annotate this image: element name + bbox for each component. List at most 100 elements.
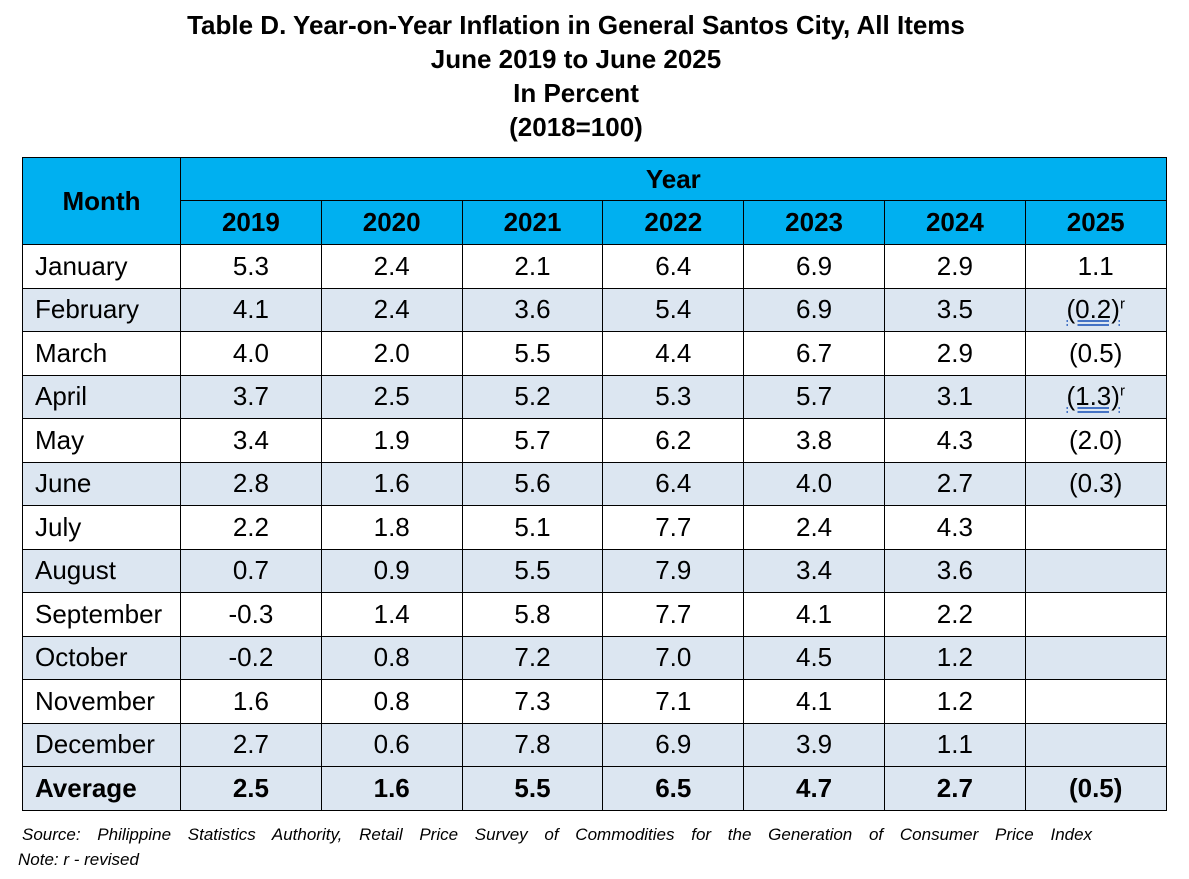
revised-marker: r [1119,382,1125,400]
value-cell: 4.3 [883,505,1026,550]
value-cell: 5.6 [461,461,604,506]
value-cell: 1.2 [883,635,1026,680]
table-title: Table D. Year-on-Year Inflation in Gener… [0,8,1152,144]
value-cell: 7.1 [602,679,745,724]
year-header: Year [180,156,1167,202]
table-row: August 0.7 0.9 5.5 7.9 3.4 3.6 [22,548,1167,593]
value-cell: 1.1 [883,722,1026,767]
year-header-2022: 2022 [602,200,745,245]
value-cell [1024,548,1167,593]
value-cell: 2.2 [180,505,322,550]
value-cell: 4.1 [180,287,322,332]
month-cell: January [22,244,181,289]
value-cell: 4.1 [743,679,885,724]
value-cell: 1.6 [320,461,463,506]
value-cell: 6.9 [743,244,885,289]
value-cell: 5.5 [461,548,604,593]
value-cell: 6.4 [602,244,745,289]
average-label: Average [22,766,181,811]
value-cell: 1.4 [320,592,463,637]
value-cell: 0.8 [320,635,463,680]
value-cell: -0.3 [180,592,322,637]
value-cell: 3.4 [180,418,322,463]
value-cell: (0.2)r [1024,287,1167,332]
title-line-4: (2018=100) [509,112,643,142]
value-cell: 5.3 [602,374,745,419]
inflation-table: Month Year 2019 2020 2021 2022 2023 2024 2025 … [22,156,1167,811]
year-header-2021: 2021 [461,200,604,245]
value-cell: 6.4 [602,461,745,506]
value-cell: 2.2 [883,592,1026,637]
value-cell: 4.1 [743,592,885,637]
value-cell: 2.7 [883,461,1026,506]
value-cell: 2.4 [320,244,463,289]
title-line-1: Table D. Year-on-Year Inflation in Gener… [187,10,965,40]
year-header-2023: 2023 [743,200,885,245]
table-row: June 2.8 1.6 5.6 6.4 4.0 2.7 (0.3) [22,461,1167,506]
year-header-2025: 2025 [1024,200,1167,245]
value-cell: 6.9 [743,287,885,332]
value-cell: 1.6 [180,679,322,724]
month-cell: September [22,592,181,637]
value-cell: 7.7 [602,592,745,637]
year-header-2019: 2019 [180,200,322,245]
value-cell: 5.1 [461,505,604,550]
month-cell: April [22,374,181,419]
value-cell: 7.2 [461,635,604,680]
value-cell: 6.9 [602,722,745,767]
value-cell: 1.2 [883,679,1026,724]
month-cell: February [22,287,181,332]
value-cell [1024,592,1167,637]
value-cell: 4.3 [883,418,1026,463]
value-cell: 5.4 [602,287,745,332]
table-row: September -0.3 1.4 5.8 7.7 4.1 2.2 [22,592,1167,637]
value-cell: 4.4 [602,331,745,376]
value-cell: 7.3 [461,679,604,724]
value-cell: 4.0 [180,331,322,376]
value-cell: 5.7 [461,418,604,463]
table-row: March 4.0 2.0 5.5 4.4 6.7 2.9 (0.5) [22,331,1167,376]
month-header: Month [22,157,181,245]
value-cell: 3.9 [743,722,885,767]
value-cell: 7.8 [461,722,604,767]
title-line-2: June 2019 to June 2025 [430,44,722,74]
value-cell: 0.9 [320,548,463,593]
value-cell: 3.6 [461,287,604,332]
month-cell: May [22,418,181,463]
value-cell: 7.7 [602,505,745,550]
average-value: 2.5 [180,766,322,811]
value-cell: 5.5 [461,331,604,376]
month-cell: March [22,331,181,376]
table-row: May 3.4 1.9 5.7 6.2 3.8 4.3 (2.0) [22,418,1167,463]
value-cell: (0.3) [1024,461,1167,506]
value-cell: 3.4 [743,548,885,593]
value-cell: 2.7 [180,722,322,767]
value-cell: 5.8 [461,592,604,637]
table-row: November 1.6 0.8 7.3 7.1 4.1 1.2 [22,679,1167,724]
year-header-2024: 2024 [883,200,1026,245]
value-cell: 7.0 [602,635,745,680]
value-cell: 0.7 [180,548,322,593]
title-line-3: In Percent [513,78,639,108]
value-cell: 2.0 [320,331,463,376]
value-cell: 2.5 [320,374,463,419]
value-cell: 6.2 [602,418,745,463]
table-row: February 4.1 2.4 3.6 5.4 6.9 3.5 (0.2)r [22,287,1167,332]
table-row: April 3.7 2.5 5.2 5.3 5.7 3.1 (1.3)r [22,374,1167,419]
table-row: January 5.3 2.4 2.1 6.4 6.9 2.9 1.1 [22,244,1167,289]
average-value: 2.7 [883,766,1026,811]
average-value: 4.7 [743,766,885,811]
value-cell: 2.8 [180,461,322,506]
value-cell [1024,722,1167,767]
value-cell: 1.1 [1024,244,1167,289]
value-cell: 6.7 [743,331,885,376]
table-row: July 2.2 1.8 5.1 7.7 2.4 4.3 [22,505,1167,550]
value-cell: (0.5) [1024,331,1167,376]
value-cell: 3.6 [883,548,1026,593]
value-cell: 0.6 [320,722,463,767]
revised-marker: r [1119,295,1125,313]
month-cell: July [22,505,181,550]
average-value: 5.5 [461,766,604,811]
value-cell: 2.9 [883,244,1026,289]
table-row: December 2.7 0.6 7.8 6.9 3.9 1.1 [22,722,1167,767]
